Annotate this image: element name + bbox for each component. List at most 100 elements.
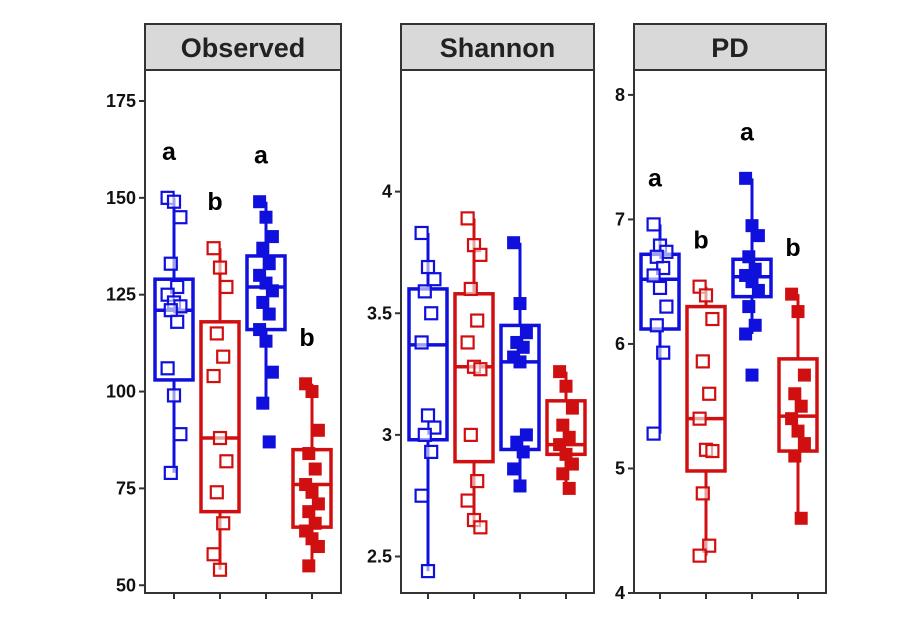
data-point <box>420 259 436 275</box>
data-point <box>311 497 325 511</box>
data-point <box>420 408 436 423</box>
data-point <box>659 299 674 314</box>
y-tick-label: 2.5 <box>367 547 392 567</box>
data-point <box>652 280 668 296</box>
data-point <box>745 368 759 382</box>
data-point <box>470 474 485 489</box>
data-point <box>519 326 533 340</box>
y-tick-label: 150 <box>106 188 136 208</box>
data-point <box>163 465 178 481</box>
y-tick-label: 5 <box>615 458 625 478</box>
significance-letter: b <box>785 234 800 262</box>
data-point <box>698 288 714 303</box>
data-point <box>702 386 717 401</box>
data-point <box>748 318 762 332</box>
data-point <box>785 412 799 426</box>
box <box>685 304 727 473</box>
data-point <box>513 355 527 369</box>
significance-letter: b <box>299 324 314 352</box>
data-point <box>414 335 429 350</box>
data-point <box>794 399 808 413</box>
data-point <box>473 520 488 535</box>
data-point <box>556 467 570 481</box>
data-point <box>785 287 799 301</box>
data-point <box>424 444 439 460</box>
data-point <box>166 194 182 209</box>
data-point <box>166 388 182 403</box>
data-point <box>424 306 439 321</box>
data-point <box>414 488 429 503</box>
box <box>153 277 195 382</box>
significance-letter: a <box>648 164 663 192</box>
box <box>199 320 241 514</box>
data-point <box>656 345 671 360</box>
y-tick-label: 6 <box>615 334 625 354</box>
significance-letter: b <box>207 188 222 216</box>
data-point <box>219 454 234 469</box>
data-point <box>695 486 710 501</box>
data-point <box>470 313 485 328</box>
data-point <box>646 426 661 441</box>
data-point <box>311 540 325 554</box>
data-point <box>705 443 720 459</box>
significance-letter: a <box>254 142 269 170</box>
data-point <box>565 401 579 415</box>
y-tick-label: 100 <box>106 382 136 402</box>
data-point <box>791 424 805 438</box>
data-point <box>216 349 231 364</box>
data-point <box>473 247 488 262</box>
data-point <box>173 427 188 442</box>
data-point <box>649 318 664 333</box>
data-point <box>463 281 478 297</box>
y-tick-label: 3.5 <box>367 303 392 323</box>
data-point <box>705 311 720 327</box>
data-point <box>253 195 267 209</box>
data-point <box>265 284 279 298</box>
data-point <box>173 210 188 225</box>
data-point <box>219 279 234 295</box>
panel-frame-2 <box>633 69 827 594</box>
data-point <box>160 361 175 376</box>
data-point <box>212 260 228 275</box>
data-point <box>797 368 811 382</box>
data-point <box>163 303 178 318</box>
data-point <box>513 479 527 493</box>
data-point <box>206 368 221 384</box>
data-point <box>742 250 756 264</box>
data-point <box>739 327 753 341</box>
data-point <box>553 365 567 379</box>
data-point <box>262 307 276 321</box>
data-point <box>507 236 521 250</box>
data-point <box>259 210 273 224</box>
data-point <box>170 314 185 329</box>
panel-strip-0 <box>144 23 342 71</box>
data-point <box>788 387 802 401</box>
data-point <box>797 437 811 451</box>
data-point <box>256 295 270 309</box>
data-point <box>262 435 276 449</box>
data-point <box>739 171 753 185</box>
data-point <box>516 445 530 459</box>
data-point <box>556 418 570 432</box>
data-point <box>163 256 178 271</box>
significance-letter: b <box>693 227 708 255</box>
data-point <box>417 427 432 442</box>
data-point <box>420 564 436 579</box>
data-point <box>256 241 270 255</box>
y-tick-label: 4 <box>615 583 625 603</box>
data-point <box>460 335 475 350</box>
significance-letter: a <box>740 118 755 146</box>
significance-letter: a <box>162 138 177 166</box>
data-point <box>311 423 325 437</box>
data-point <box>463 427 478 442</box>
data-point <box>788 449 802 463</box>
data-point <box>692 548 707 563</box>
y-tick-label: 125 <box>106 285 136 305</box>
data-point <box>516 340 530 354</box>
data-point <box>302 559 316 573</box>
data-point <box>513 297 527 311</box>
y-tick-label: 75 <box>116 478 136 498</box>
panel-title: Observed <box>181 33 306 63</box>
data-point <box>417 284 432 299</box>
data-point <box>259 334 273 348</box>
